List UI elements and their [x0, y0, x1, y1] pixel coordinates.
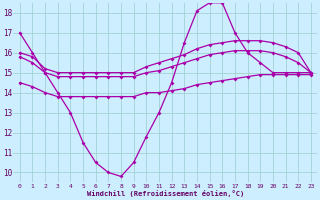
- X-axis label: Windchill (Refroidissement éolien,°C): Windchill (Refroidissement éolien,°C): [87, 190, 244, 197]
